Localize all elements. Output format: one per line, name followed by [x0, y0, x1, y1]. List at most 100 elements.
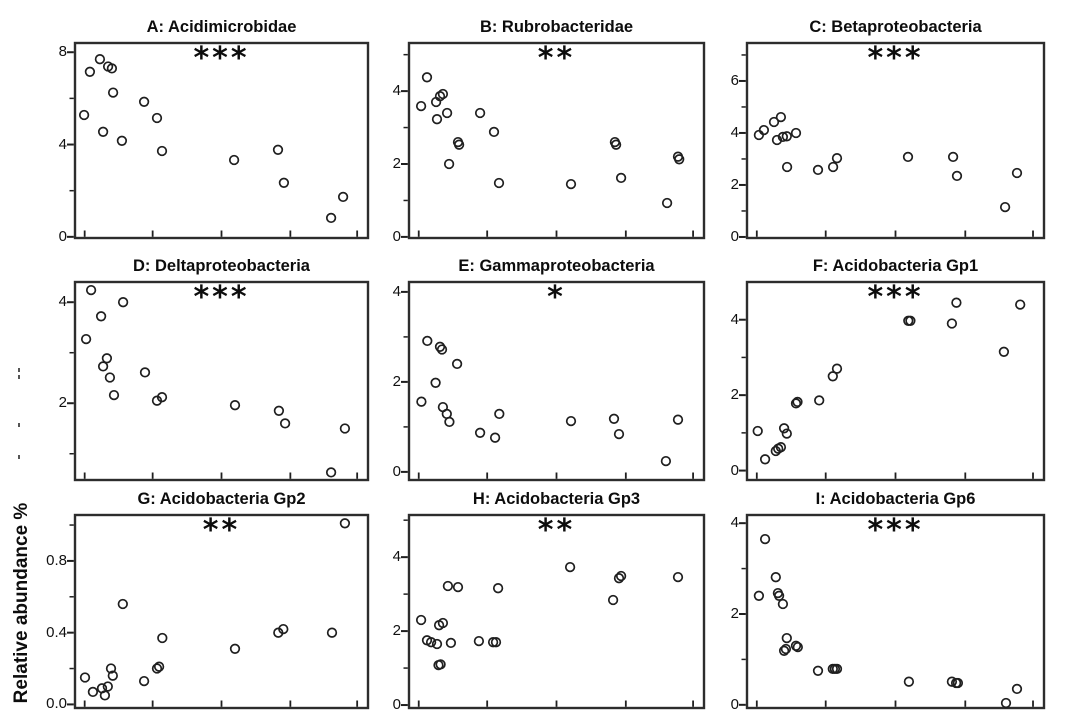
data-point-A — [138, 96, 150, 107]
data-point-G — [339, 518, 351, 529]
data-point-B — [493, 177, 505, 189]
plot-box-I — [745, 513, 1046, 710]
data-point-G — [102, 681, 113, 692]
data-point-C — [951, 170, 963, 182]
data-point-B — [443, 158, 455, 170]
data-point-B — [661, 197, 673, 209]
data-point-I — [777, 598, 789, 610]
plot-box-B — [407, 41, 706, 240]
data-point-C — [758, 124, 770, 136]
data-point-F — [1015, 299, 1026, 310]
data-point-G — [79, 672, 91, 683]
data-point-F — [946, 318, 958, 329]
data-point-B — [474, 107, 486, 119]
data-point-B — [615, 172, 627, 184]
left-margin-artifact — [18, 368, 20, 372]
ytick-label-C-4: 4 — [730, 123, 739, 141]
ytick-label-F-4: 4 — [730, 310, 739, 328]
ytick-label-B-4: 4 — [392, 82, 401, 100]
data-point-A — [325, 212, 337, 224]
data-point-D — [108, 389, 120, 401]
data-point-H — [442, 580, 454, 592]
panel-title-C: C: Betaproteobacteria — [809, 18, 982, 36]
data-point-H — [473, 635, 485, 647]
panel-title-A: A: Acidimicrobidae — [146, 18, 297, 36]
data-point-B — [488, 126, 500, 138]
panel-title-F: F: Acidobacteria Gp1 — [812, 257, 979, 275]
data-point-B — [431, 114, 443, 125]
left-margin-artifact — [18, 375, 20, 379]
ytick-label-C-2: 2 — [730, 175, 739, 193]
data-point-H — [452, 581, 464, 593]
plot-box-C — [745, 41, 1046, 240]
ytick-label-E-0: 0 — [392, 462, 401, 480]
plot-box-D — [73, 280, 370, 482]
data-point-H — [607, 594, 619, 606]
plot-box-G — [73, 513, 370, 710]
data-point-H — [487, 637, 499, 648]
significance-stars-E: * — [547, 280, 566, 315]
data-point-I — [753, 590, 765, 601]
data-point-C — [812, 164, 824, 176]
data-point-D — [156, 392, 168, 403]
data-point-G — [151, 663, 163, 674]
data-point-B — [437, 88, 449, 100]
data-point-E — [613, 428, 625, 440]
data-point-E — [430, 377, 441, 388]
data-point-I — [759, 533, 771, 545]
data-point-G — [138, 675, 150, 687]
data-point-A — [116, 135, 128, 146]
data-point-D — [339, 423, 351, 434]
significance-stars-D: *** — [193, 280, 250, 315]
significance-stars-B: ** — [537, 41, 576, 76]
data-point-A — [78, 109, 90, 121]
data-point-E — [444, 416, 455, 428]
significance-stars-C: *** — [867, 41, 924, 76]
data-point-E — [422, 335, 433, 347]
data-point-G — [326, 627, 338, 638]
data-point-C — [753, 129, 765, 141]
data-point-D — [95, 311, 107, 322]
data-point-A — [97, 126, 109, 137]
data-point-A — [228, 154, 240, 166]
data-point-C — [775, 111, 787, 123]
data-point-C — [827, 161, 839, 173]
data-point-A — [94, 54, 106, 65]
data-point-C — [771, 134, 783, 146]
ytick-label-I-0: 0 — [730, 695, 739, 713]
plot-box-A — [73, 41, 370, 240]
data-point-F — [814, 395, 825, 406]
data-point-G — [99, 690, 111, 701]
data-point-H — [613, 573, 625, 584]
panel-title-G: G: Acidobacteria Gp2 — [137, 490, 306, 508]
data-point-I — [790, 640, 802, 651]
data-point-C — [831, 153, 843, 164]
ytick-label-H-2: 2 — [392, 622, 401, 640]
data-point-F — [792, 396, 803, 408]
data-point-I — [831, 663, 843, 675]
data-point-F — [775, 442, 787, 453]
data-point-D — [279, 418, 291, 429]
data-point-F — [752, 425, 763, 437]
panel-title-E: E: Gammaproteobacteria — [458, 257, 655, 275]
data-point-G — [87, 686, 99, 698]
data-point-C — [768, 116, 780, 128]
data-point-B — [434, 91, 446, 102]
ytick-label-I-4: 4 — [730, 514, 739, 532]
data-point-F — [998, 346, 1010, 357]
panel-title-B: B: Rubrobacteridae — [479, 18, 634, 36]
data-point-H — [564, 561, 576, 573]
data-point-E — [489, 432, 501, 443]
ytick-label-F-0: 0 — [730, 461, 739, 479]
data-point-F — [781, 428, 792, 439]
significance-stars-F: *** — [867, 280, 924, 315]
significance-stars-A: *** — [193, 41, 250, 76]
data-point-I — [1011, 683, 1023, 695]
data-point-H — [435, 659, 446, 670]
data-point-D — [80, 333, 92, 345]
data-point-E — [608, 413, 620, 424]
data-point-H — [437, 617, 449, 629]
ytick-label-G-0.0: 0.0 — [46, 695, 67, 713]
ytick-label-A-0: 0 — [58, 227, 67, 245]
